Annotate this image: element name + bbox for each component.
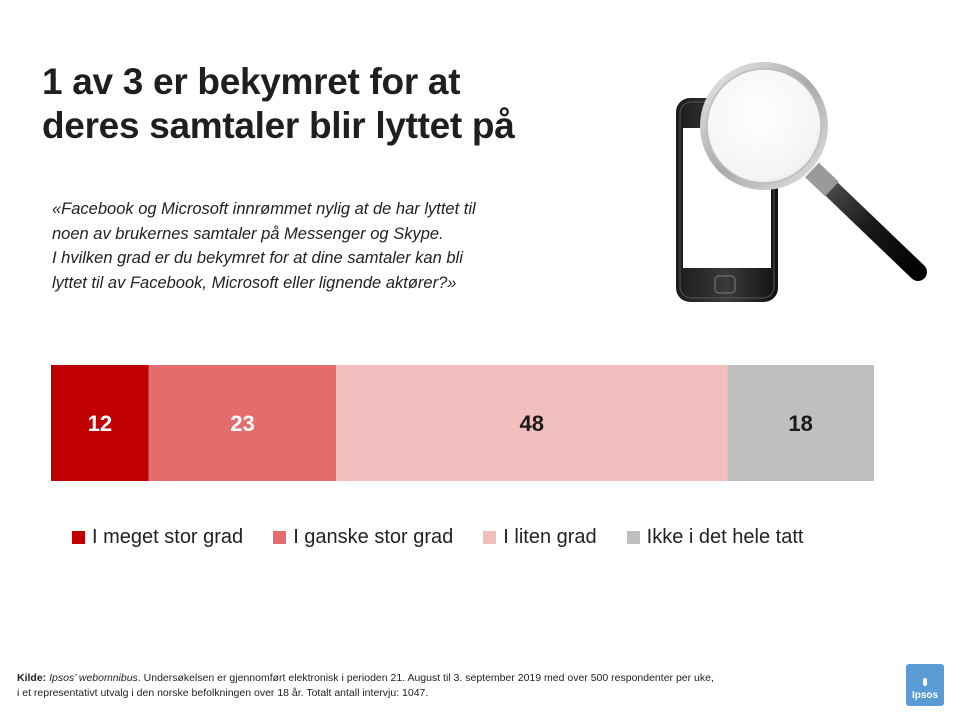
legend-label: I liten grad: [503, 525, 597, 548]
legend-swatch: [626, 530, 640, 544]
data-label-ikke-i-det-hele-tatt: 18: [788, 411, 812, 436]
footer-source-note: Kilde: Ipsos’ webomnibus. Undersøkelsen …: [17, 671, 877, 701]
footer-line-2: i et representativt utvalg i den norske …: [17, 687, 429, 699]
stacked-bar-chart: 12 23 48 18: [51, 365, 874, 481]
data-label-i-liten-grad: 48: [520, 411, 544, 436]
question-line-1: «Facebook og Microsoft innrømmet nylig a…: [52, 200, 476, 218]
bar-segment-i-liten-grad: [336, 365, 728, 481]
legend-item-i-meget-stor-grad: I meget stor grad: [72, 526, 243, 549]
title-line-1: 1 av 3 er bekymret for at: [42, 61, 461, 102]
legend-label: I meget stor grad: [92, 525, 244, 548]
legend-swatch: [483, 530, 497, 544]
question-line-4: lyttet til av Facebook, Microsoft eller …: [52, 273, 457, 292]
question-line-2: noen av brukernes samtaler på Messenger …: [52, 224, 444, 243]
legend-item-i-ganske-stor-grad: I ganske stor grad: [273, 526, 453, 549]
data-label-i-meget-stor-grad: 12: [88, 411, 112, 436]
legend-label: I ganske stor grad: [293, 525, 454, 548]
legend-swatch: [72, 530, 85, 544]
title-line-2: deres samtaler blir lyttet på: [42, 105, 515, 146]
bar-segment-i-ganske-stor-grad: [148, 365, 337, 481]
ipsos-logo: Ipsos: [906, 664, 944, 706]
source-label: Kilde:: [17, 672, 47, 684]
legend-item-ikke-i-det-hele-tatt: Ikke i det hele tatt: [626, 525, 804, 549]
data-label-i-ganske-stor-grad: 23: [230, 411, 254, 436]
chart-legend: I meget stor grad I ganske stor grad I lit…: [72, 523, 833, 551]
smartphone-magnifier-icon: [660, 58, 940, 318]
source-name: Ipsos’ webomnibus: [49, 672, 138, 684]
footer-line-1: Kilde: Ipsos’ webomnibus. Undersøkelsen …: [17, 671, 877, 686]
legend-swatch: [273, 530, 287, 544]
survey-question: «Facebook og Microsoft innrømmet nylig a…: [52, 197, 592, 295]
legend-label: Ikke i det hele tatt: [646, 525, 804, 548]
legend-item-i-liten-grad: I liten grad: [483, 525, 597, 549]
logo-text: Ipsos: [911, 690, 939, 701]
chart-canvas: 12 23 48 18: [51, 365, 874, 481]
bar-segment-i-meget-stor-grad: [51, 365, 149, 481]
source-description: . Undersøkelsen er gjennomført elektroni…: [137, 672, 714, 684]
logo-mark-icon: [923, 678, 927, 686]
page-title: 1 av 3 er bekymret for at deres samtaler…: [42, 60, 602, 148]
question-line-3: I hvilken grad er du bekymret for at din…: [52, 249, 463, 267]
bar-segment-ikke-i-det-hele-tatt: [727, 365, 874, 481]
